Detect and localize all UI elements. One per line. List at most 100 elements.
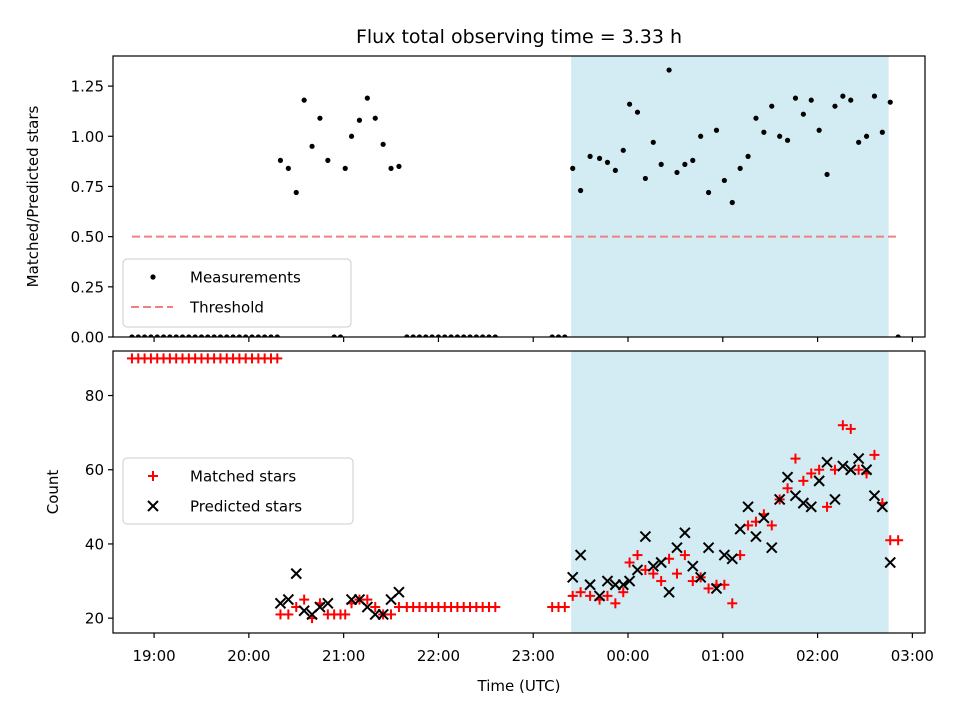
measurements-point bbox=[356, 117, 363, 123]
predicted-stars-point bbox=[617, 579, 629, 591]
measurements-point bbox=[192, 334, 198, 337]
legend-item-threshold: Threshold bbox=[131, 299, 264, 317]
matched-stars-point bbox=[632, 550, 643, 561]
predicted-stars-point bbox=[679, 527, 691, 539]
predicted-stars-point bbox=[377, 608, 389, 621]
legend-item-measurements: Measurements bbox=[150, 269, 301, 287]
predicted-stars-point bbox=[781, 471, 794, 483]
matched-stars-point bbox=[845, 423, 856, 434]
measurements-point bbox=[761, 129, 767, 135]
predicted-stars-point bbox=[773, 493, 786, 506]
predicted-stars-point bbox=[852, 452, 865, 465]
predicted-stars-point bbox=[593, 590, 606, 602]
measurements-point bbox=[186, 334, 192, 337]
measurements-point bbox=[211, 334, 217, 337]
measurements-point bbox=[277, 157, 284, 163]
measurements-point bbox=[650, 139, 656, 145]
measurements-point bbox=[856, 139, 862, 145]
measurements-point bbox=[404, 334, 410, 337]
observing-window-highlight bbox=[571, 56, 889, 337]
legend-label: Measurements bbox=[190, 269, 301, 287]
measurements-point bbox=[626, 101, 633, 107]
measurements-point bbox=[448, 334, 454, 337]
x-tick-label: 00:00 bbox=[606, 647, 649, 665]
axes-frame bbox=[112, 350, 926, 634]
predicted-stars-point bbox=[655, 556, 667, 569]
predicted-stars-point bbox=[845, 464, 857, 476]
x-tick-label: 19:00 bbox=[132, 647, 175, 665]
measurements-point bbox=[562, 334, 568, 337]
measurements-point bbox=[467, 334, 473, 337]
measurements-point bbox=[848, 97, 854, 103]
legend-label: Matched stars bbox=[190, 468, 296, 486]
measurements-point bbox=[674, 169, 680, 176]
legend-item-matched-stars: Matched stars bbox=[148, 468, 296, 486]
measurements-point bbox=[301, 97, 307, 103]
measurements-point bbox=[492, 334, 498, 337]
chart-title: Flux total observing time = 3.33 h bbox=[356, 26, 682, 48]
matched-stars-point bbox=[610, 598, 621, 609]
measurements-point bbox=[198, 334, 205, 337]
measurements-point bbox=[473, 334, 479, 337]
measurements-point bbox=[243, 334, 249, 337]
measurements-point bbox=[342, 165, 348, 171]
measurements-point bbox=[396, 163, 402, 169]
predicted-stars-point bbox=[601, 575, 614, 587]
measurements-point bbox=[173, 334, 179, 337]
y-axis-label: Matched/Predicted stars bbox=[24, 106, 42, 288]
measurements-point bbox=[549, 334, 555, 337]
predicted-stars-point bbox=[687, 560, 699, 572]
y-tick-label: 0.00 bbox=[71, 329, 104, 347]
predicted-stars-point bbox=[742, 501, 754, 513]
x-tick-label: 03:00 bbox=[891, 647, 934, 665]
predicted-stars-point bbox=[884, 556, 896, 569]
measurements-point bbox=[285, 165, 291, 171]
predicted-stars-point bbox=[766, 541, 778, 554]
predicted-stars-point bbox=[298, 605, 310, 617]
measurements-point bbox=[236, 334, 242, 337]
matched-stars-point bbox=[766, 520, 777, 531]
measurements-point bbox=[454, 334, 460, 337]
measurements-point bbox=[800, 111, 806, 117]
predicted-stars-point bbox=[393, 586, 405, 598]
measurements-point bbox=[442, 334, 448, 337]
measurements-point bbox=[410, 334, 416, 337]
predicted-stars-point bbox=[734, 523, 746, 535]
predicted-stars-point bbox=[574, 549, 587, 561]
predicted-stars-point bbox=[726, 553, 738, 565]
plot-area bbox=[126, 353, 904, 624]
measurements-point bbox=[262, 334, 268, 337]
predicted-stars-point bbox=[274, 597, 287, 610]
x-tick-label: 23:00 bbox=[512, 647, 555, 665]
measurements-point bbox=[317, 115, 323, 121]
legend-label: Predicted stars bbox=[190, 498, 302, 516]
matched-stars-point bbox=[798, 475, 809, 486]
measurements-point bbox=[792, 95, 799, 101]
measurements-point bbox=[729, 199, 735, 206]
y-tick-label: 0.25 bbox=[71, 278, 104, 296]
legend: Measurements Threshold bbox=[122, 258, 352, 328]
measurements-point bbox=[824, 171, 830, 178]
measurements-point bbox=[705, 189, 712, 196]
measurements-point bbox=[167, 334, 173, 337]
measurements-point bbox=[135, 334, 141, 337]
x-axis-label: Time (UTC) bbox=[477, 677, 561, 695]
matched-stars-point bbox=[624, 557, 635, 568]
measurements-point bbox=[596, 155, 603, 161]
measurements-point bbox=[423, 334, 429, 337]
matched-stars-point bbox=[822, 501, 833, 512]
measurements-point bbox=[154, 334, 160, 337]
legend: Matched stars Predicted stars bbox=[122, 457, 354, 525]
matched-stars-point bbox=[790, 453, 801, 464]
predicted-stars-point bbox=[821, 456, 833, 469]
y-tick-label: 40 bbox=[85, 535, 104, 553]
matched-stars-point bbox=[727, 598, 738, 609]
predicted-stars-point bbox=[694, 571, 707, 584]
measurements-point bbox=[713, 127, 720, 133]
measurements-point bbox=[777, 133, 783, 139]
measurements-point bbox=[784, 137, 791, 143]
predicted-stars-point bbox=[663, 586, 675, 598]
measurements-point bbox=[380, 141, 386, 147]
measurements-point bbox=[612, 167, 618, 174]
